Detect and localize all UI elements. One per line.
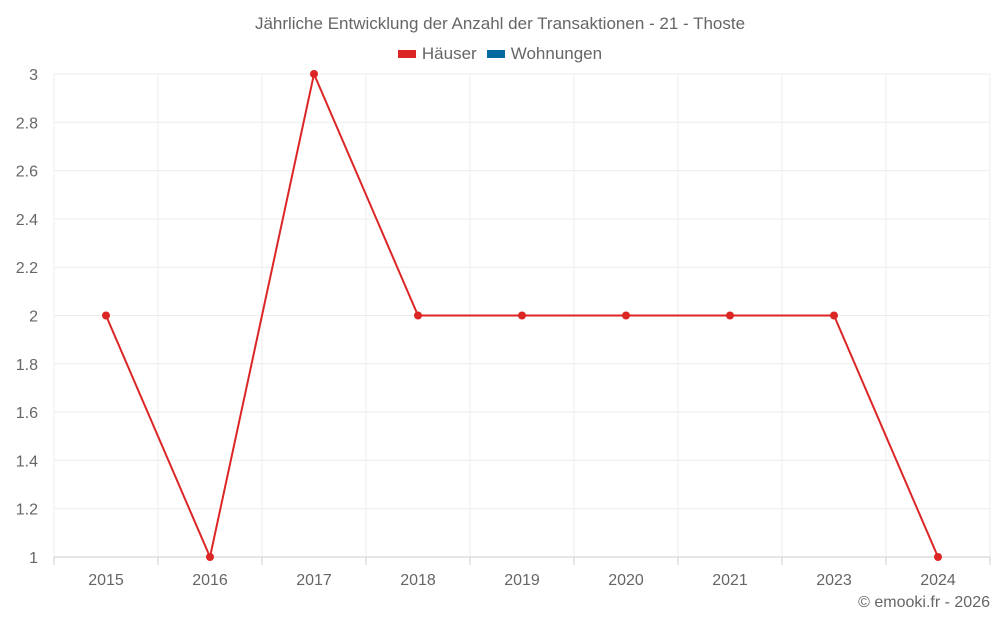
legend-label-haeuser: Häuser bbox=[421, 44, 477, 63]
data-point bbox=[622, 311, 630, 320]
legend-swatch-wohnungen bbox=[486, 50, 505, 58]
x-tick-label: 2021 bbox=[712, 572, 748, 589]
y-tick-label: 1.8 bbox=[16, 357, 38, 374]
data-point bbox=[414, 311, 422, 320]
data-point bbox=[830, 311, 838, 320]
y-tick-label: 2.2 bbox=[16, 260, 38, 277]
y-tick-label: 2.4 bbox=[16, 212, 38, 229]
legend-item-haeuser[interactable]: Häuser bbox=[397, 44, 477, 64]
y-tick-label: 1.6 bbox=[16, 405, 38, 422]
credit: © emooki.fr - 2026 bbox=[858, 594, 990, 611]
data-point bbox=[934, 553, 942, 561]
x-tick-label: 2015 bbox=[88, 572, 124, 589]
y-tick-label: 2.8 bbox=[16, 115, 38, 132]
x-tick-label: 2018 bbox=[400, 572, 436, 589]
data-point bbox=[518, 311, 526, 320]
data-point bbox=[102, 311, 110, 320]
y-tick-label: 1.4 bbox=[16, 453, 38, 470]
legend-label-wohnungen: Wohnungen bbox=[510, 44, 603, 63]
legend-swatch-haeuser bbox=[397, 50, 416, 58]
legend: Häuser Wohnungen bbox=[0, 44, 1000, 64]
x-tick-label: 2024 bbox=[920, 572, 956, 589]
y-tick-label: 2 bbox=[29, 309, 38, 326]
y-tick-label: 1 bbox=[29, 550, 38, 567]
x-tick-label: 2016 bbox=[192, 572, 228, 589]
data-point bbox=[206, 553, 214, 561]
chart-title: Jährliche Entwicklung der Anzahl der Tra… bbox=[254, 14, 746, 33]
x-tick-label: 2017 bbox=[296, 572, 332, 589]
data-point bbox=[726, 311, 734, 320]
y-tick-label: 3 bbox=[29, 67, 38, 84]
x-tick-label: 2019 bbox=[504, 572, 540, 589]
x-tick-label: 2023 bbox=[816, 572, 852, 589]
y-tick-label: 1.2 bbox=[16, 502, 38, 519]
x-tick-label: 2020 bbox=[608, 572, 644, 589]
data-point bbox=[310, 70, 318, 78]
legend-item-wohnungen[interactable]: Wohnungen bbox=[486, 44, 603, 64]
y-tick-label: 2.6 bbox=[16, 164, 38, 181]
